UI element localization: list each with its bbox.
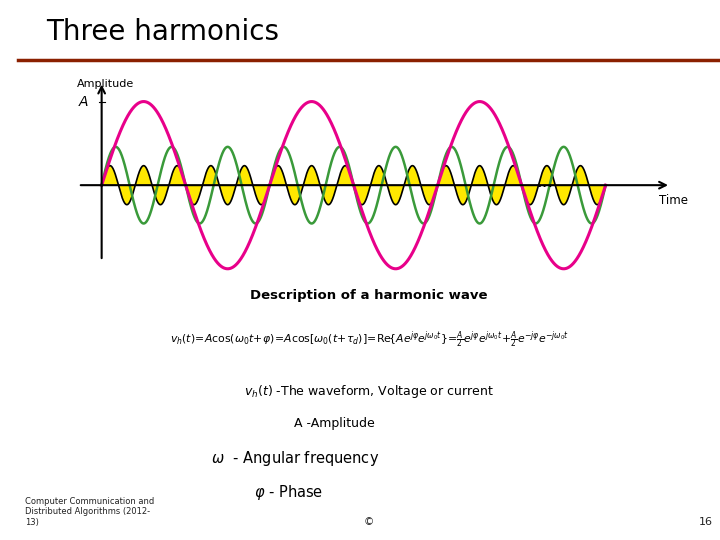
- Text: A: A: [79, 94, 89, 109]
- Text: ...: ...: [536, 173, 554, 191]
- Text: $\varphi$ - Phase: $\varphi$ - Phase: [253, 483, 323, 502]
- Text: Three harmonics: Three harmonics: [46, 18, 279, 46]
- Text: Time: Time: [660, 194, 688, 207]
- Text: $v_h(t)$ -The waveform, Voltage or current: $v_h(t)$ -The waveform, Voltage or curre…: [244, 383, 494, 400]
- Text: Computer Communication and
Distributed Algorithms (2012-
13): Computer Communication and Distributed A…: [25, 497, 154, 527]
- Text: Description of a harmonic wave: Description of a harmonic wave: [251, 288, 487, 302]
- Text: A -Amplitude: A -Amplitude: [294, 417, 374, 430]
- Text: ©: ©: [364, 517, 374, 527]
- Text: $v_h(t)\!=\!A\cos(\omega_0 t\!+\!\varphi)\!=\!A\cos[\omega_0(t\!+\!\tau_d)]\!=\!: $v_h(t)\!=\!A\cos(\omega_0 t\!+\!\varphi…: [169, 330, 569, 352]
- Text: 16: 16: [699, 517, 713, 527]
- Text: $\omega$  - Angular frequency: $\omega$ - Angular frequency: [211, 449, 379, 468]
- Text: Amplitude: Amplitude: [77, 79, 134, 89]
